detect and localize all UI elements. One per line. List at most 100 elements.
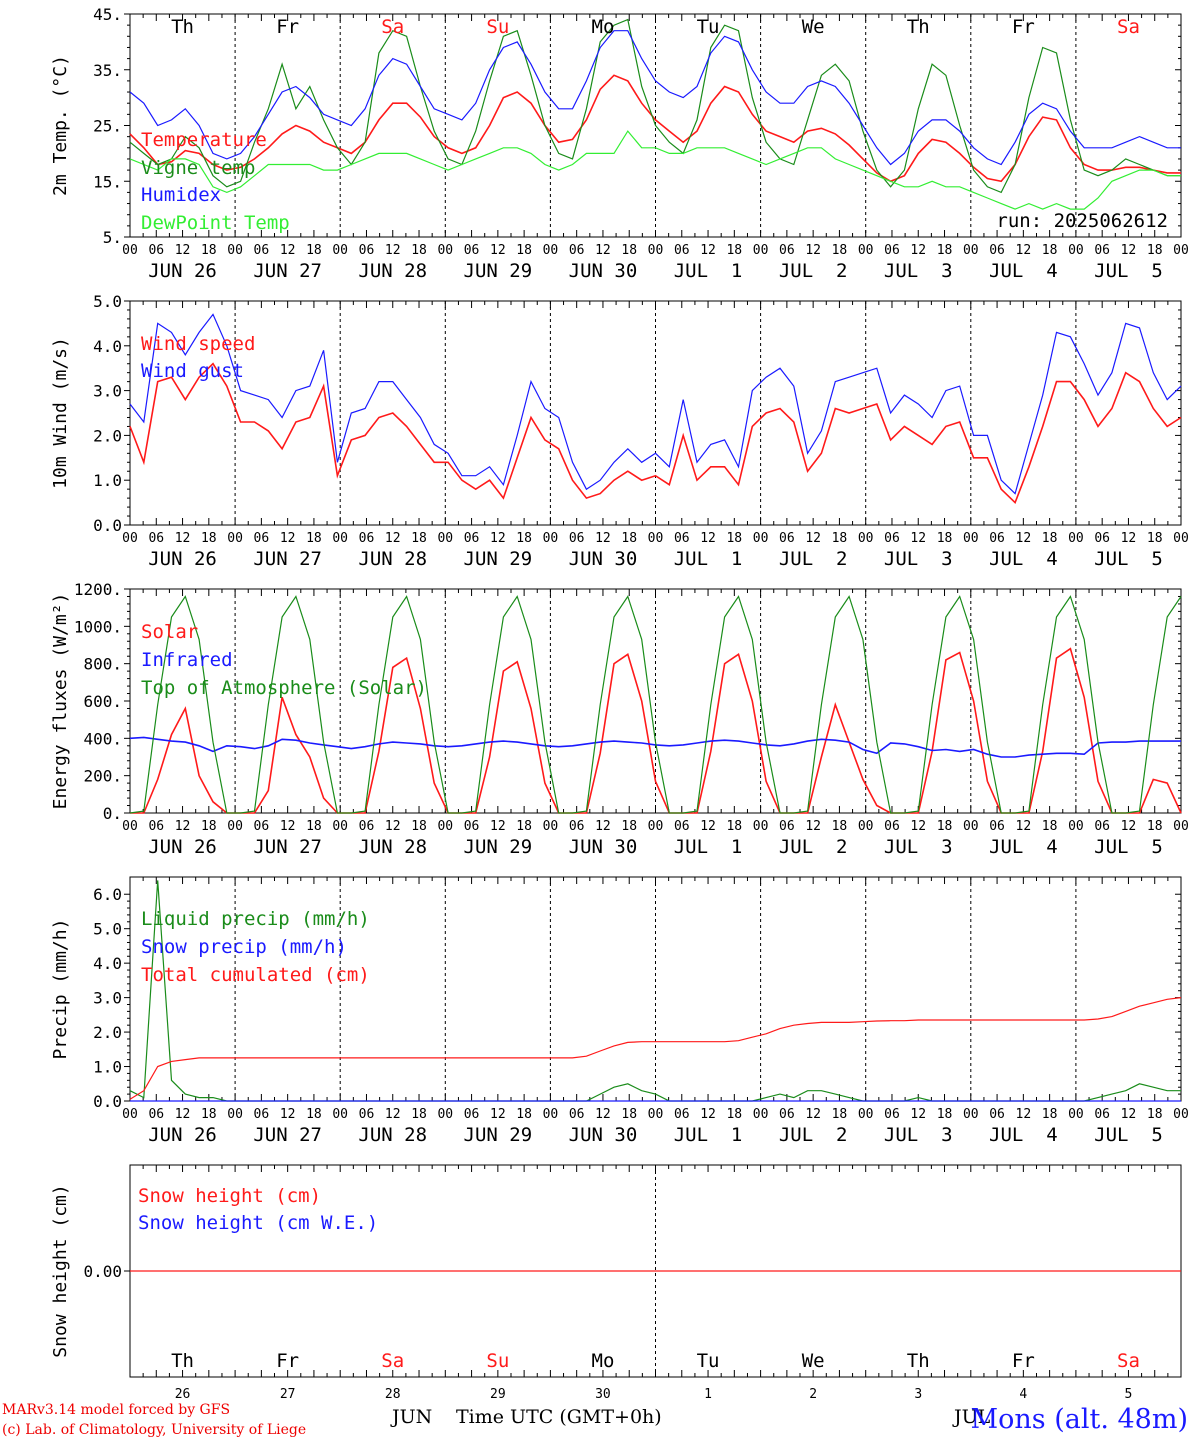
hour-tick-label: 18 — [621, 243, 637, 258]
hour-tick-label: 18 — [411, 531, 427, 546]
day-name: Th — [907, 16, 930, 38]
day-name: We — [802, 1350, 825, 1372]
date-label: JUL 3 — [884, 260, 953, 282]
day-number: 29 — [490, 1387, 506, 1402]
date-label: JUL 1 — [674, 548, 743, 570]
hour-tick-label: 18 — [1147, 1107, 1163, 1122]
date-label: JUN 27 — [253, 260, 322, 282]
day-number: 30 — [595, 1387, 611, 1402]
date-label: JUN 26 — [148, 1124, 217, 1146]
hour-tick-label: 00 — [543, 819, 559, 834]
hour-tick-label: 18 — [201, 1107, 217, 1122]
series-line-humidex — [129, 30, 1181, 166]
hour-tick-label: 00 — [543, 531, 559, 546]
y-tick-label: 2.0 — [93, 426, 122, 445]
date-label: JUL 5 — [1094, 1124, 1163, 1146]
hour-tick-label: 12 — [595, 819, 611, 834]
hour-tick-label: 12 — [385, 243, 401, 258]
hour-tick-label: 18 — [411, 243, 427, 258]
hour-tick-label: 18 — [516, 531, 532, 546]
hour-tick-label: 18 — [726, 819, 742, 834]
legend-entry: Wind gust — [141, 360, 244, 382]
hour-tick-label: 12 — [805, 531, 821, 546]
hour-tick-label: 12 — [385, 531, 401, 546]
date-label: JUL 4 — [989, 260, 1058, 282]
hour-tick-label: 06 — [254, 243, 270, 258]
hour-tick-label: 18 — [306, 1107, 322, 1122]
hour-tick-label: 12 — [910, 531, 926, 546]
hour-tick-label: 18 — [621, 531, 637, 546]
day-name: Su — [486, 1350, 509, 1372]
day-name: Fr — [1012, 1350, 1035, 1372]
hour-tick-label: 18 — [832, 819, 848, 834]
footer-copyright: (c) Lab. of Climatology, University of L… — [2, 1422, 306, 1438]
hour-tick-label: 12 — [910, 1107, 926, 1122]
series-line-wind-gust — [129, 313, 1182, 495]
date-label: JUN 30 — [569, 1124, 638, 1146]
hour-tick-label: 12 — [385, 819, 401, 834]
hour-tick-label: 00 — [963, 531, 979, 546]
date-label: JUL 5 — [1094, 548, 1163, 570]
hour-tick-label: 00 — [332, 819, 348, 834]
hour-tick-label: 00 — [1173, 531, 1189, 546]
hour-tick-label: 00 — [1173, 819, 1189, 834]
x-axis-title: Time UTC (GMT+0h) — [456, 1406, 662, 1428]
day-name: Th — [171, 1350, 194, 1372]
hour-tick-label: 06 — [254, 819, 270, 834]
hour-tick-label: 06 — [884, 531, 900, 546]
y-tick-label: 0. — [103, 804, 122, 823]
day-name: Su — [486, 16, 509, 38]
hour-tick-label: 00 — [122, 819, 138, 834]
hour-tick-label: 00 — [858, 243, 874, 258]
hour-tick-label: 12 — [490, 1107, 506, 1122]
hour-tick-label: 06 — [464, 1107, 480, 1122]
hour-tick-label: 00 — [227, 1107, 243, 1122]
hour-tick-label: 18 — [937, 243, 953, 258]
y-axis-label: Energy fluxes (W/m²) — [50, 593, 71, 810]
date-label: JUL 5 — [1094, 260, 1163, 282]
hour-tick-label: 12 — [700, 531, 716, 546]
hour-tick-label: 00 — [122, 243, 138, 258]
date-label: JUN 28 — [358, 1124, 427, 1146]
hour-tick-label: 06 — [359, 1107, 375, 1122]
y-axis-label: 10m Wind (m/s) — [50, 337, 71, 489]
series-line-temperature — [129, 74, 1181, 183]
hour-tick-label: 12 — [805, 243, 821, 258]
y-tick-label: 1000. — [74, 617, 122, 636]
legend-entry: Total cumulated (cm) — [141, 964, 370, 986]
hour-tick-label: 00 — [858, 819, 874, 834]
y-tick-label: 0.00 — [83, 1262, 122, 1281]
hour-tick-label: 00 — [648, 1107, 664, 1122]
hour-tick-label: 06 — [569, 819, 585, 834]
date-label: JUN 30 — [569, 548, 638, 570]
hour-tick-label: 00 — [122, 1107, 138, 1122]
hour-tick-label: 18 — [621, 1107, 637, 1122]
hour-tick-label: 06 — [779, 243, 795, 258]
hour-tick-label: 18 — [201, 819, 217, 834]
date-label: JUN 30 — [569, 260, 638, 282]
hour-tick-label: 00 — [963, 1107, 979, 1122]
hour-tick-label: 12 — [1016, 1107, 1032, 1122]
day-name: Sa — [381, 16, 404, 38]
y-tick-label: 800. — [83, 655, 122, 674]
hour-tick-label: 00 — [437, 243, 453, 258]
day-number: 4 — [1019, 1387, 1027, 1402]
hour-tick-label: 06 — [989, 243, 1005, 258]
hour-tick-label: 00 — [858, 1107, 874, 1122]
hour-tick-label: 06 — [779, 1107, 795, 1122]
hour-tick-label: 18 — [201, 531, 217, 546]
date-label: JUN 28 — [358, 548, 427, 570]
day-name: Tu — [697, 16, 720, 38]
hour-tick-label: 06 — [1094, 819, 1110, 834]
day-name: Sa — [381, 1350, 404, 1372]
month-label: JUN — [390, 1406, 432, 1428]
hour-tick-label: 06 — [989, 819, 1005, 834]
hour-tick-label: 12 — [595, 1107, 611, 1122]
y-tick-label: 4.0 — [93, 954, 122, 973]
hour-tick-label: 18 — [726, 1107, 742, 1122]
y-tick-label: 6.0 — [93, 885, 122, 904]
hour-tick-label: 12 — [1121, 1107, 1137, 1122]
day-number: 3 — [914, 1387, 922, 1402]
y-tick-label: 3.0 — [93, 382, 122, 401]
y-axis-label: Snow height (cm) — [50, 1184, 71, 1357]
